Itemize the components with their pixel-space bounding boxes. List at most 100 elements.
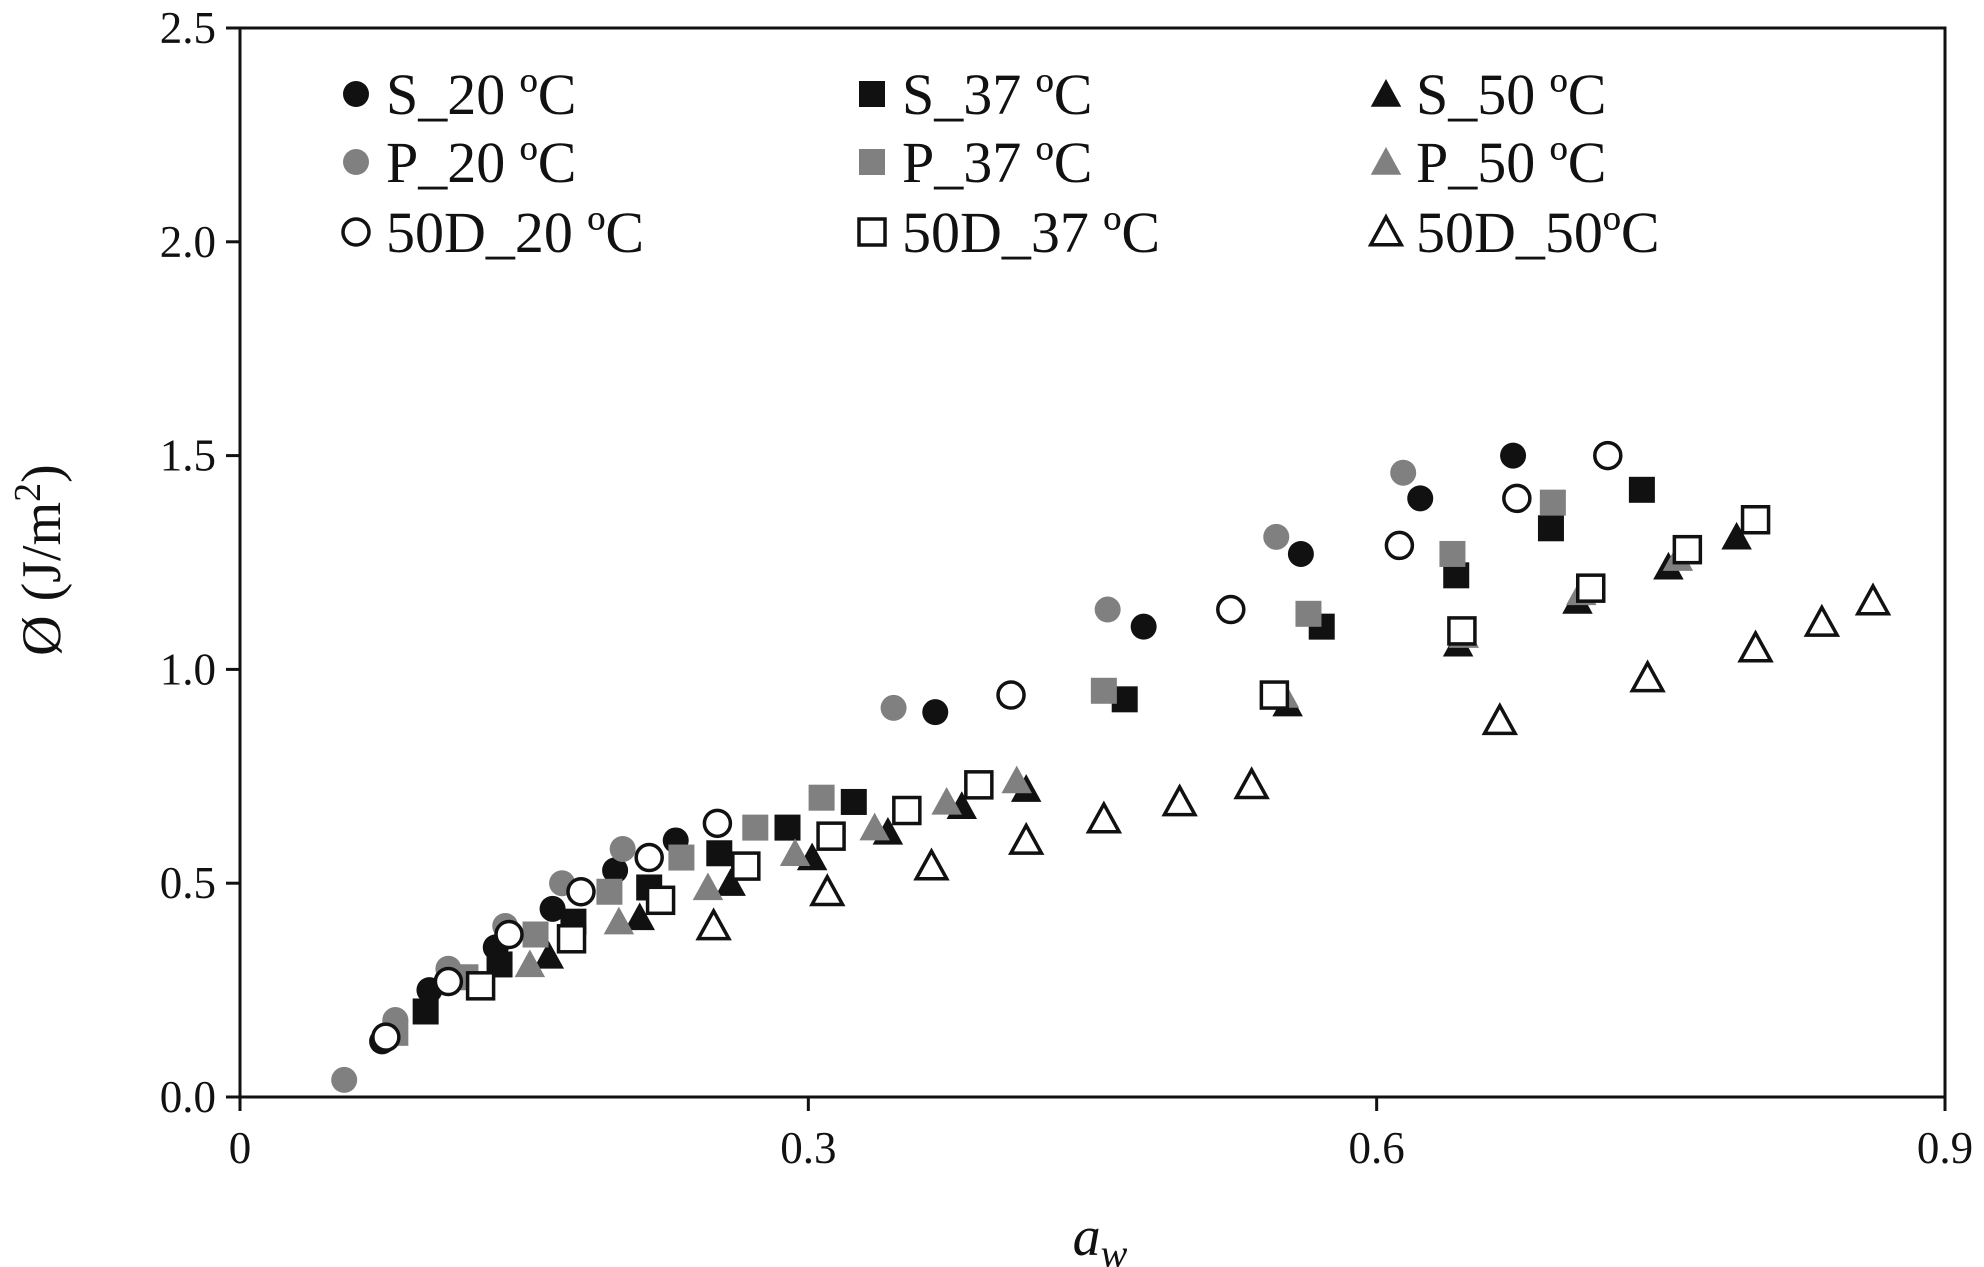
y-axis-title-superscript: 2 <box>7 483 49 502</box>
legend-marker <box>341 217 371 247</box>
data-point <box>514 949 546 978</box>
data-point <box>892 795 922 826</box>
legend-label: S_50 ºC <box>1416 62 1606 127</box>
data-point <box>1447 616 1477 646</box>
data-point <box>1259 680 1290 710</box>
legend-marker <box>343 81 369 107</box>
y-tick-label: 1.5 <box>160 431 216 481</box>
data-point <box>816 821 846 851</box>
data-point <box>1390 459 1417 486</box>
data-point <box>1737 629 1774 663</box>
legend-marker <box>343 149 369 175</box>
series-8 <box>695 582 1892 941</box>
y-tick-label: 2.5 <box>160 3 216 53</box>
data-point <box>931 787 962 815</box>
data-point <box>692 872 724 901</box>
legend-item: P_50 ºC <box>1370 130 1606 195</box>
data-point <box>774 814 801 841</box>
x-axis: 0 0.3 0.6 0.9 <box>229 1097 1973 1173</box>
data-point <box>695 907 732 941</box>
data-point <box>533 940 565 969</box>
legend-marker <box>859 81 885 107</box>
data-point <box>465 971 496 1001</box>
series-6 <box>371 440 1623 1052</box>
data-point <box>808 784 835 811</box>
data-point <box>668 844 695 871</box>
legend-label: S_20 ºC <box>386 62 576 127</box>
data-point <box>706 840 733 867</box>
data-point <box>779 838 811 866</box>
legend-label: S_37 ºC <box>902 62 1092 127</box>
data-point <box>1007 821 1045 855</box>
data-point <box>603 906 635 935</box>
x-tick-label: 0.6 <box>1349 1123 1405 1173</box>
legend-item: 50D_20 ºC <box>341 200 644 265</box>
data-point <box>1854 582 1892 616</box>
data-point <box>1721 521 1752 550</box>
data-point <box>1085 800 1123 834</box>
data-point <box>1740 504 1771 535</box>
data-point <box>539 895 566 922</box>
data-point <box>840 788 867 815</box>
y-tick-label: 1.0 <box>160 644 216 694</box>
data-point <box>880 694 907 721</box>
data-point <box>1502 483 1532 514</box>
legend-marker <box>1367 213 1405 247</box>
legend-label: P_20 ºC <box>386 130 576 195</box>
y-axis: 0.0 0.5 1.0 1.5 2.0 2.5 <box>160 3 240 1122</box>
y-axis-title-close: ) <box>11 464 73 483</box>
data-point <box>1263 523 1290 550</box>
data-points <box>331 440 1892 1093</box>
data-point <box>715 868 746 896</box>
data-point <box>1216 594 1246 625</box>
data-point <box>859 812 890 841</box>
data-point <box>1439 540 1466 567</box>
legend-item: P_20 ºC <box>343 130 576 195</box>
legend: S_20 ºC S_37 ºC S_50 ºC P_20 ºC P_37 ºC P_50 … <box>341 62 1660 265</box>
data-point <box>1500 442 1527 469</box>
legend-item: 50D_50ºC <box>1367 200 1660 265</box>
data-point <box>331 1066 358 1093</box>
x-axis-title-subscript: w <box>1101 1231 1128 1267</box>
legend-item: 50D_37 ºC <box>857 200 1160 265</box>
y-axis-title: Ø (J/m2) <box>7 464 73 656</box>
data-point <box>645 885 676 916</box>
data-point <box>922 699 949 726</box>
data-point <box>624 902 655 931</box>
data-point <box>1161 783 1198 817</box>
data-point <box>1628 476 1655 503</box>
data-point <box>1537 515 1564 542</box>
data-point <box>433 966 464 997</box>
data-point <box>1094 596 1121 623</box>
legend-marker <box>857 217 887 247</box>
x-axis-title-main: a <box>1073 1206 1101 1267</box>
legend-marker <box>1370 79 1402 107</box>
plot-border <box>238 26 1947 1099</box>
data-point <box>602 857 629 884</box>
x-axis-title: aw <box>1073 1206 1128 1267</box>
data-point <box>494 919 524 950</box>
series-7 <box>465 504 1771 1001</box>
plot-area <box>238 26 1947 1099</box>
data-point <box>566 877 596 907</box>
data-point <box>964 770 994 800</box>
x-tick-label: 0.9 <box>1917 1123 1973 1173</box>
data-point <box>1575 573 1606 603</box>
data-point <box>556 924 587 954</box>
y-axis-title-main: Ø (J/m <box>11 502 73 656</box>
legend-item: P_37 ºC <box>859 130 1092 195</box>
data-point <box>1672 534 1703 565</box>
data-point <box>1287 540 1314 567</box>
data-point <box>1407 485 1434 512</box>
legend-label: P_37 ºC <box>902 130 1092 195</box>
data-point <box>996 680 1026 710</box>
legend-label: 50D_50ºC <box>1416 200 1660 265</box>
data-point <box>1384 530 1415 561</box>
data-point <box>731 851 761 881</box>
y-tick-label: 0.5 <box>160 858 216 908</box>
y-tick-label: 0.0 <box>160 1072 216 1122</box>
data-point <box>1295 600 1322 627</box>
legend-item: S_37 ºC <box>859 62 1092 127</box>
data-point <box>1090 677 1117 704</box>
